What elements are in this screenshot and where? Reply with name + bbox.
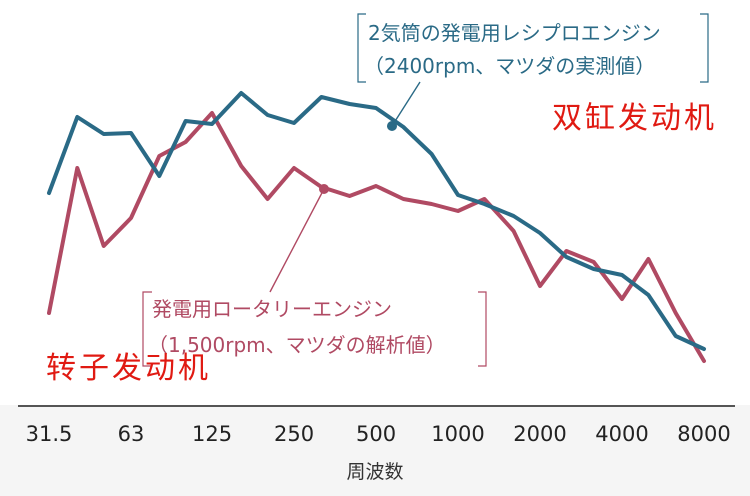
annotation-text-reciprocating-line2: （2400rpm、マツダの実測値） <box>364 54 655 78</box>
annotation-leader-reciprocating <box>391 81 421 127</box>
x-axis-title: 周波数 <box>346 461 403 483</box>
annotation-text-rotary-line2: （1,500rpm、マツダの解析値） <box>148 333 446 357</box>
annotation-bracket-reciprocating <box>357 13 709 83</box>
annotation-text-reciprocating-line1: 2気筒の発電用レシプロエンジン <box>368 21 661 45</box>
x-tick-label: 31.5 <box>26 422 73 446</box>
axis-area-background <box>0 405 750 496</box>
x-tick-label: 4000 <box>595 422 648 446</box>
annotation-bracket-rotary <box>142 291 487 367</box>
annotation-text-rotary-line1: 発電用ロータリーエンジン <box>152 297 392 321</box>
x-tick-labels: 31.5 63 125 250 500 1000 2000 4000 8000 <box>26 422 731 446</box>
x-tick-label: 8000 <box>677 422 730 446</box>
x-tick-label: 125 <box>192 422 232 446</box>
x-tick-label: 250 <box>274 422 314 446</box>
x-tick-label: 2000 <box>513 422 566 446</box>
annotation-reciprocating: 2気筒の発電用レシプロエンジン （2400rpm、マツダの実測値） <box>357 13 709 127</box>
x-tick-label: 1000 <box>431 422 484 446</box>
plot-area <box>0 0 750 405</box>
annotation-rotary: 発電用ロータリーエンジン （1,500rpm、マツダの解析値） <box>142 188 487 367</box>
overlay-label-rotary: 转子发动机 <box>46 351 211 386</box>
series-line-rotary <box>47 111 706 363</box>
series-line-reciprocating <box>47 91 706 351</box>
x-tick-label: 500 <box>356 422 396 446</box>
annotation-leader-rotary <box>269 188 325 293</box>
overlay-label-twin-cylinder: 双缸发动机 <box>552 101 717 136</box>
x-tick-label: 63 <box>118 422 145 446</box>
